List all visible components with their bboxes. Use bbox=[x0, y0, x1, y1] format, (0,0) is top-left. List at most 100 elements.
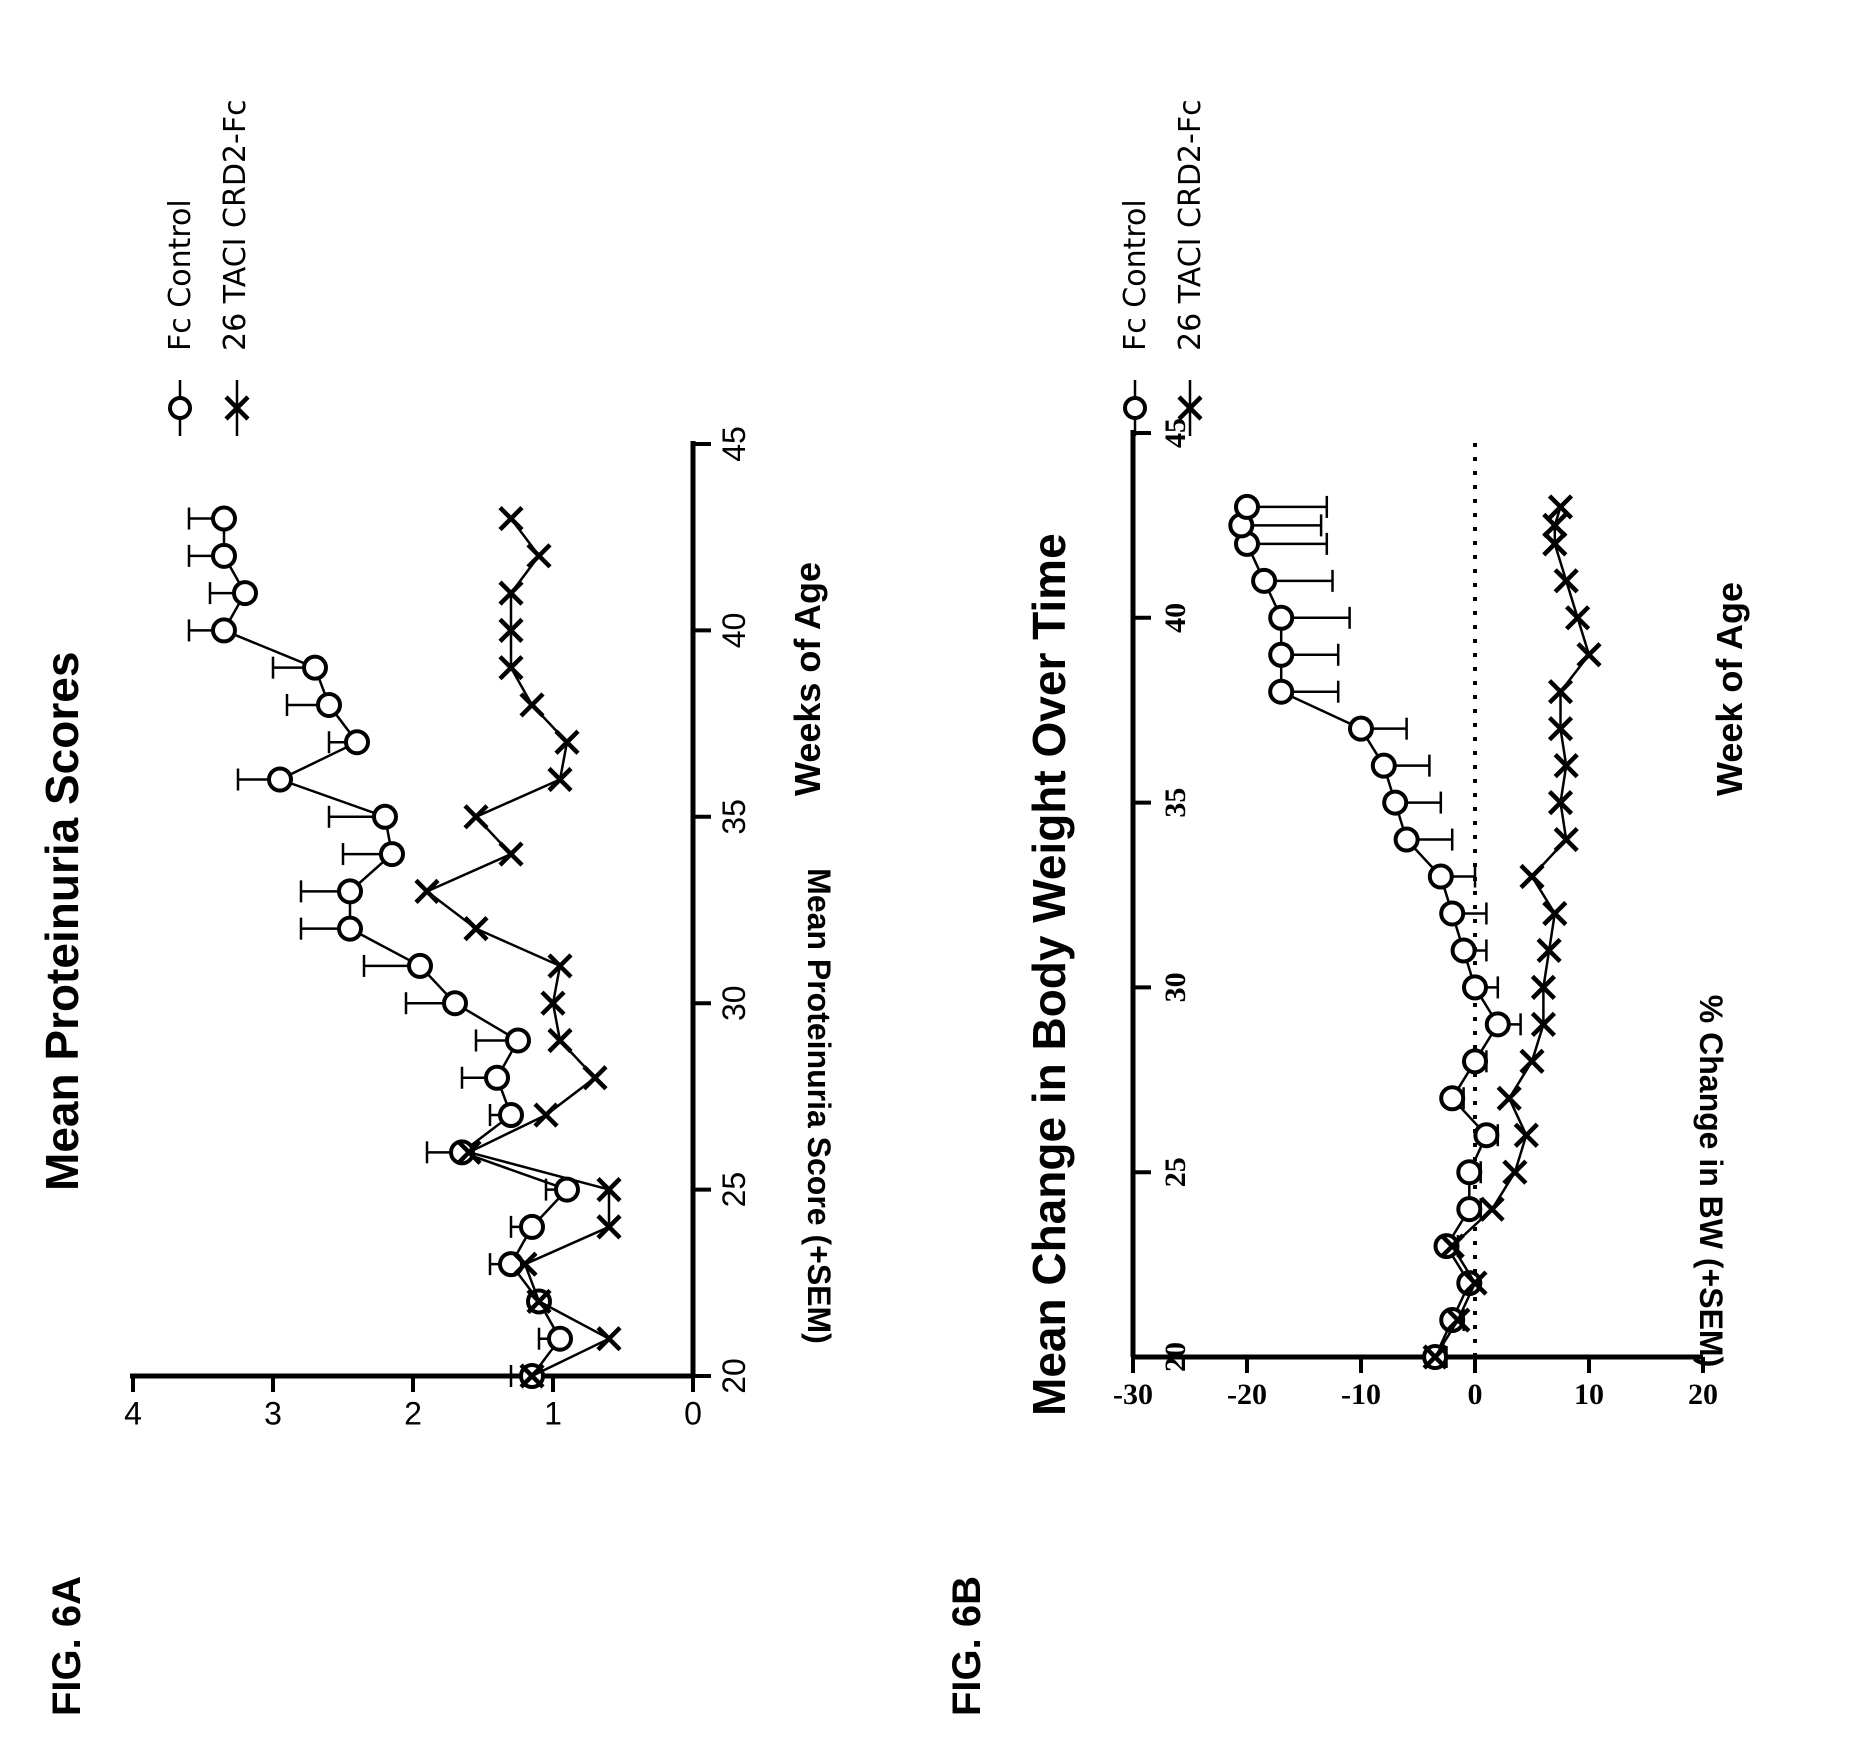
fig-6b-plot: 20 25 30 35 40 45 20 10 0 -10 -20 -30 bbox=[1113, 380, 1718, 1411]
fig-6b-series-taci-point bbox=[1496, 1085, 1522, 1111]
fig-6b-series-taci-point bbox=[1519, 1048, 1545, 1074]
fig-6b-series-taci-point bbox=[1553, 568, 1579, 594]
fig-6b-title: Mean Change in Body Weight Over Time bbox=[1023, 533, 1075, 1416]
fig-6b-series-fc-control-point bbox=[1251, 567, 1278, 594]
fig-6b-series-fc-control-point bbox=[1456, 1159, 1483, 1186]
fig-6a-series-taci-point bbox=[498, 505, 524, 532]
fig-6b-series-fc-control-point bbox=[1268, 641, 1295, 668]
fig-6a-series-fc-control-point bbox=[211, 505, 237, 532]
fig-6b-series-fc-control-point bbox=[1268, 604, 1295, 631]
fig-6a-x-tick-label: 35 bbox=[716, 799, 752, 835]
fig-6a-series-fc-control-point bbox=[344, 729, 370, 756]
fig-6b-series-fc-control-point bbox=[1370, 752, 1397, 779]
fig-6a-series-fc-control-point bbox=[211, 542, 237, 569]
fig-6a-series-taci-point bbox=[414, 878, 440, 904]
fig-6b-series-fc-control-point bbox=[1462, 974, 1488, 1001]
fig-6b-series-fc-control-point bbox=[1439, 900, 1466, 927]
fig-6a-series-taci-point bbox=[596, 1214, 622, 1240]
fig-6b-y-tick-label: -20 bbox=[1227, 1378, 1267, 1411]
fig-6b-series-fc-control-point bbox=[1473, 1122, 1500, 1149]
fig-6a-series-taci-point bbox=[596, 1177, 622, 1203]
fig-6b-series-fc-control-point bbox=[1433, 1233, 1460, 1260]
fig-6a-series-fc-control-point bbox=[379, 841, 405, 868]
fig-6b-x-tick-label: 40 bbox=[1159, 603, 1192, 633]
fig-6a-series-taci-line bbox=[424, 517, 612, 1378]
fig-6b-x-tick-label: 45 bbox=[1159, 418, 1192, 448]
fig-6b-label: FIG. 6B bbox=[945, 1576, 989, 1716]
fig-6a-legend-fc-control: Fc Control bbox=[163, 199, 198, 351]
fig-6a-y-tick-label: 3 bbox=[264, 1395, 282, 1431]
fig-6a-series-taci-point bbox=[463, 916, 489, 942]
fig-6b-series-taci-point bbox=[1536, 937, 1562, 964]
fig-6b-series-taci-point bbox=[1542, 900, 1568, 927]
fig-6a-series-taci-point bbox=[540, 990, 566, 1016]
fig-6b-series-taci-point bbox=[1553, 753, 1579, 779]
fig-6b-xlabel: Week of Age bbox=[1709, 582, 1750, 796]
fig-6b-series-fc-control-point bbox=[1484, 1011, 1511, 1038]
fig-6a-legend-taci: 26 TACI CRD2-Fc bbox=[218, 99, 253, 351]
fig-6a-y-tick-label: 2 bbox=[404, 1395, 422, 1431]
fig-6b-series-taci-point bbox=[1513, 1122, 1539, 1148]
fig-6b-series-taci-point bbox=[1502, 1159, 1528, 1185]
fig-6a-series-taci-point bbox=[526, 1288, 552, 1315]
fig-6a-series-taci-point bbox=[512, 1251, 538, 1277]
fig-6a-x-tick-label: 25 bbox=[716, 1172, 752, 1208]
fig-6b-series-fc-control-point bbox=[1393, 826, 1420, 853]
fig-6a-series-taci-point bbox=[526, 543, 552, 569]
fig-6a-x-tick-label: 40 bbox=[716, 613, 752, 649]
fig-6a-series-taci-point bbox=[463, 804, 489, 830]
fig-6a-series-taci-point bbox=[554, 729, 580, 755]
fig-6b-series-taci-point bbox=[1462, 1270, 1488, 1296]
fig-6b-series-taci-point bbox=[1547, 679, 1574, 705]
fig-6b-series-fc-control-point bbox=[1348, 715, 1374, 742]
fig-6b-series-taci-point bbox=[1530, 1011, 1556, 1037]
fig-6b-series-taci-point bbox=[1519, 863, 1545, 890]
fig-6a-series-fc-control-point bbox=[337, 915, 363, 942]
fig-6b-x-tick-label: 30 bbox=[1159, 972, 1192, 1002]
fig-6b-ylabel: % Change in BW (+SEM) bbox=[1693, 995, 1729, 1367]
fig-6a-series-taci-point bbox=[547, 766, 573, 793]
fig-6b-series-taci-point bbox=[1553, 826, 1579, 853]
fig-6b-series-fc-control-point bbox=[1234, 493, 1260, 520]
fig-6a-x-tick-label: 45 bbox=[716, 426, 752, 462]
fig-6a-xlabel: Weeks of Age bbox=[787, 562, 828, 796]
fig-6a-series-fc-control-point bbox=[316, 691, 342, 718]
fig-6a-series-taci-point bbox=[519, 1363, 545, 1389]
fig-6b-series-taci-point bbox=[1547, 716, 1574, 742]
fig-6b-series-taci-point bbox=[1445, 1307, 1471, 1333]
fig-6b-series-fc-control-point bbox=[1462, 1048, 1488, 1075]
fig-6a-series-taci-point bbox=[596, 1326, 622, 1352]
fig-6b-legend-taci-marker bbox=[1177, 395, 1203, 421]
fig-6a-x-tick-label: 20 bbox=[716, 1358, 752, 1394]
fig-6a-series-taci-point bbox=[498, 580, 524, 606]
fig-6a-series-taci-point bbox=[519, 692, 545, 718]
fig-6b-series-taci-point bbox=[1542, 512, 1568, 538]
fig-6b-legend-taci: 26 TACI CRD2-Fc bbox=[1173, 99, 1208, 351]
fig-6a-series-taci-point bbox=[498, 617, 524, 643]
fig-6b-series-fc-control-point bbox=[1268, 678, 1295, 705]
fig-6b-series-taci-point bbox=[1576, 642, 1602, 668]
fig-6a-title: Mean Proteinuria Scores bbox=[36, 652, 88, 1191]
fig-6a-series-fc-control-point bbox=[372, 803, 398, 830]
fig-6a-series-fc-control-point bbox=[547, 1325, 573, 1352]
fig-6b-series-fc-control-point bbox=[1439, 1085, 1466, 1112]
fig-6b-series-taci-point bbox=[1530, 974, 1556, 1000]
fig-6b-series-fc-control-point bbox=[1456, 1196, 1483, 1223]
fig-6a-legend-taci-marker bbox=[224, 395, 250, 421]
fig-6b-series-taci-point bbox=[1422, 1344, 1448, 1370]
fig-6a-series-taci-point bbox=[582, 1065, 608, 1091]
fig-6a-x-tick-label: 30 bbox=[716, 985, 752, 1021]
fig-6a-series-taci-point bbox=[547, 953, 573, 979]
fig-6b-legend-fc-control-marker bbox=[1123, 396, 1147, 420]
fig-6b-y-tick-label: 20 bbox=[1688, 1378, 1718, 1411]
fig-6b-series-fc-control-point bbox=[1382, 789, 1409, 816]
fig-6a-series-fc-control-point bbox=[498, 1102, 524, 1129]
fig-6a-series-fc-control-point bbox=[337, 878, 363, 905]
fig-6b-series-taci-point bbox=[1542, 531, 1568, 557]
fig-6a-series-fc-control-point bbox=[211, 617, 237, 644]
fig-6a-series-taci-point bbox=[498, 655, 524, 681]
fig-6a-label: FIG. 6A bbox=[45, 1576, 89, 1716]
fig-6b-series-taci-point bbox=[1479, 1196, 1505, 1222]
